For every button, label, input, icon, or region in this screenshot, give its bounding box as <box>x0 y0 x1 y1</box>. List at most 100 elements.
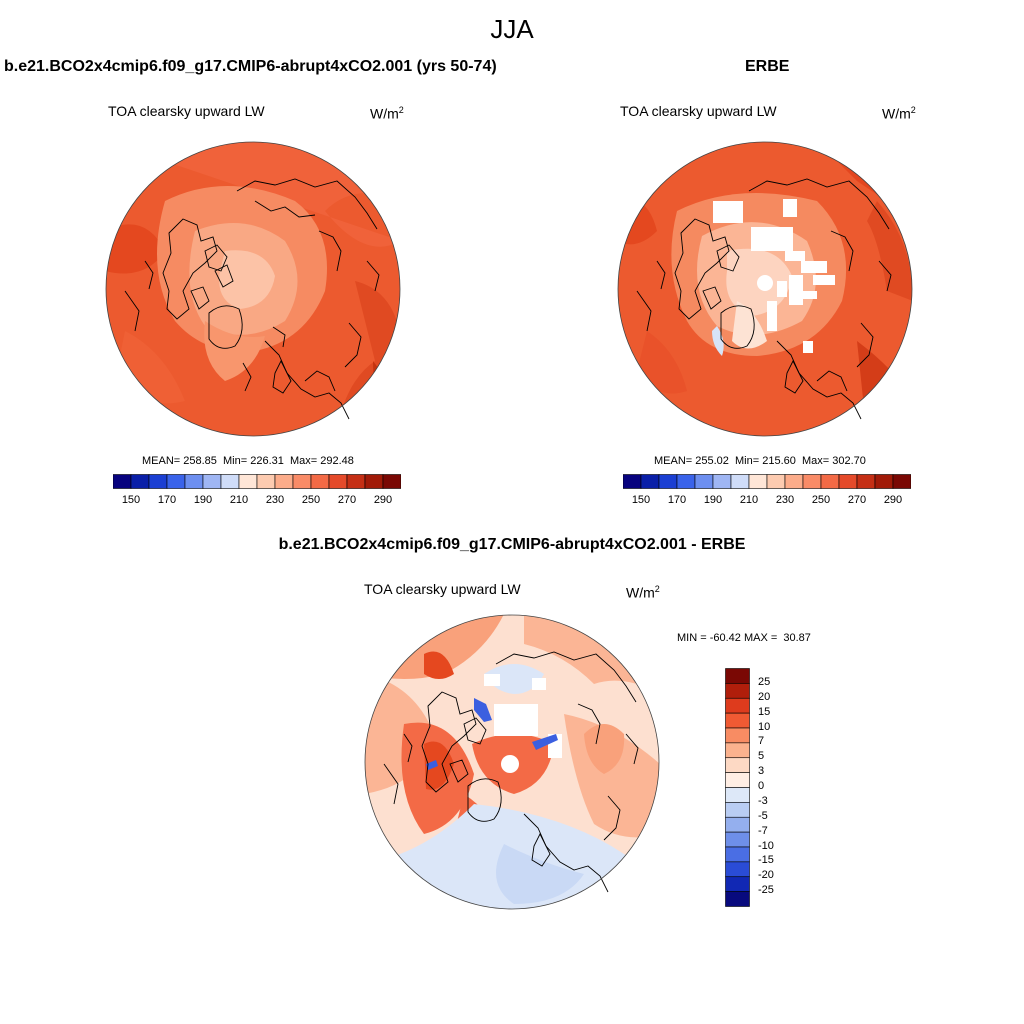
model-colorbar-labels: 150 170 190 210 230 250 270 290 <box>113 494 401 510</box>
colorbar-swatch <box>113 474 132 489</box>
colorbar-tick-label: 290 <box>883 494 903 506</box>
colorbar-swatch <box>748 474 768 489</box>
colorbar-swatch <box>238 474 258 489</box>
colorbar-swatch <box>725 772 750 788</box>
colorbar-swatch <box>892 474 911 489</box>
colorbar-tick-label: 170 <box>157 494 177 506</box>
obs-units: W/m2 <box>882 105 916 122</box>
colorbar-swatch <box>274 474 294 489</box>
obs-panel-title: ERBE <box>745 58 790 75</box>
model-panel-title: b.e21.BCO2x4cmip6.f09_g17.CMIP6-abrupt4x… <box>4 58 497 75</box>
diff-stats: MIN = -60.42 MAX = 30.87 <box>677 632 811 644</box>
colorbar-tick-label: 3 <box>758 765 765 778</box>
colorbar-swatch <box>725 831 750 848</box>
colorbar-swatch <box>820 474 840 489</box>
model-colorbar <box>113 474 401 489</box>
colorbar-tick-label: -15 <box>758 854 774 867</box>
colorbar-swatch <box>364 474 384 489</box>
colorbar-tick-label: 25 <box>758 675 771 688</box>
diff-colorbar <box>725 668 750 907</box>
colorbar-tick-label: -5 <box>758 809 768 822</box>
obs-colorbar <box>623 474 911 489</box>
colorbar-tick-label: 250 <box>301 494 321 506</box>
colorbar-tick-label: 250 <box>811 494 831 506</box>
colorbar-tick-label: 290 <box>373 494 393 506</box>
colorbar-tick-label: -3 <box>758 794 768 807</box>
colorbar-tick-label: -7 <box>758 824 768 837</box>
colorbar-swatch <box>725 846 750 863</box>
colorbar-swatch <box>838 474 858 489</box>
diff-panel-title: b.e21.BCO2x4cmip6.f09_g17.CMIP6-abrupt4x… <box>278 536 746 553</box>
colorbar-swatch <box>766 474 786 489</box>
colorbar-swatch <box>712 474 732 489</box>
diff-colorbar-labels: 25 20 15 10 7 5 3 0 -3 -5 -7 -10 -15 -20 -25 <box>756 668 796 908</box>
colorbar-tick-label: 270 <box>337 494 357 506</box>
colorbar-swatch <box>874 474 894 489</box>
colorbar-swatch <box>725 727 750 744</box>
colorbar-tick-label: 7 <box>758 735 765 748</box>
colorbar-swatch <box>346 474 366 489</box>
colorbar-swatch <box>382 474 401 489</box>
model-units: W/m2 <box>370 105 404 122</box>
colorbar-tick-label: 150 <box>631 494 651 506</box>
colorbar-swatch <box>676 474 696 489</box>
obs-polar-map <box>617 141 913 437</box>
colorbar-tick-label: 0 <box>758 780 765 792</box>
colorbar-tick-label: -20 <box>758 869 774 882</box>
main-title: JJA <box>490 14 534 44</box>
colorbar-swatch <box>310 474 330 489</box>
colorbar-swatch <box>725 876 750 892</box>
colorbar-swatch <box>725 787 750 803</box>
obs-colorbar-labels: 150 170 190 210 230 250 270 290 <box>623 494 911 510</box>
colorbar-swatch <box>725 757 750 773</box>
colorbar-swatch <box>725 668 750 684</box>
colorbar-tick-label: 190 <box>193 494 213 506</box>
colorbar-tick-label: 230 <box>775 494 795 506</box>
colorbar-tick-label: 210 <box>229 494 249 506</box>
colorbar-tick-label: 150 <box>121 494 141 506</box>
diff-variable-label: TOA clearsky upward LW <box>364 581 521 597</box>
diff-units: W/m2 <box>626 584 660 601</box>
colorbar-tick-label: 20 <box>758 690 771 703</box>
colorbar-swatch <box>725 861 750 878</box>
colorbar-swatch <box>725 742 750 759</box>
colorbar-swatch <box>694 474 714 489</box>
colorbar-tick-label: -10 <box>758 839 774 852</box>
colorbar-swatch <box>658 474 678 489</box>
colorbar-swatch <box>148 474 168 489</box>
colorbar-tick-label: 230 <box>265 494 285 506</box>
colorbar-swatch <box>202 474 222 489</box>
colorbar-swatch <box>640 474 660 489</box>
colorbar-tick-label: 210 <box>739 494 759 506</box>
model-variable-label: TOA clearsky upward LW <box>108 103 265 119</box>
colorbar-swatch <box>130 474 150 489</box>
obs-stats: MEAN= 255.02 Min= 215.60 Max= 302.70 <box>654 455 866 467</box>
colorbar-swatch <box>292 474 312 489</box>
colorbar-tick-label: -25 <box>758 884 774 897</box>
colorbar-swatch <box>725 683 750 699</box>
colorbar-swatch <box>784 474 804 489</box>
colorbar-swatch <box>725 816 750 833</box>
colorbar-swatch <box>725 712 750 729</box>
diff-polar-map <box>364 614 660 910</box>
colorbar-swatch <box>725 891 750 907</box>
colorbar-swatch <box>856 474 876 489</box>
colorbar-swatch <box>220 474 240 489</box>
colorbar-tick-label: 15 <box>758 705 771 718</box>
colorbar-tick-label: 5 <box>758 750 765 763</box>
colorbar-swatch <box>725 697 750 714</box>
colorbar-tick-label: 270 <box>847 494 867 506</box>
model-stats: MEAN= 258.85 Min= 226.31 Max= 292.48 <box>142 455 354 467</box>
colorbar-swatch <box>256 474 276 489</box>
colorbar-swatch <box>328 474 348 489</box>
colorbar-swatch <box>166 474 186 489</box>
colorbar-tick-label: 190 <box>703 494 723 506</box>
colorbar-tick-label: 170 <box>667 494 687 506</box>
colorbar-tick-label: 10 <box>758 720 771 733</box>
colorbar-swatch <box>725 802 750 818</box>
colorbar-swatch <box>623 474 642 489</box>
colorbar-swatch <box>730 474 750 489</box>
model-polar-map <box>105 141 401 437</box>
colorbar-swatch <box>184 474 204 489</box>
colorbar-swatch <box>802 474 822 489</box>
